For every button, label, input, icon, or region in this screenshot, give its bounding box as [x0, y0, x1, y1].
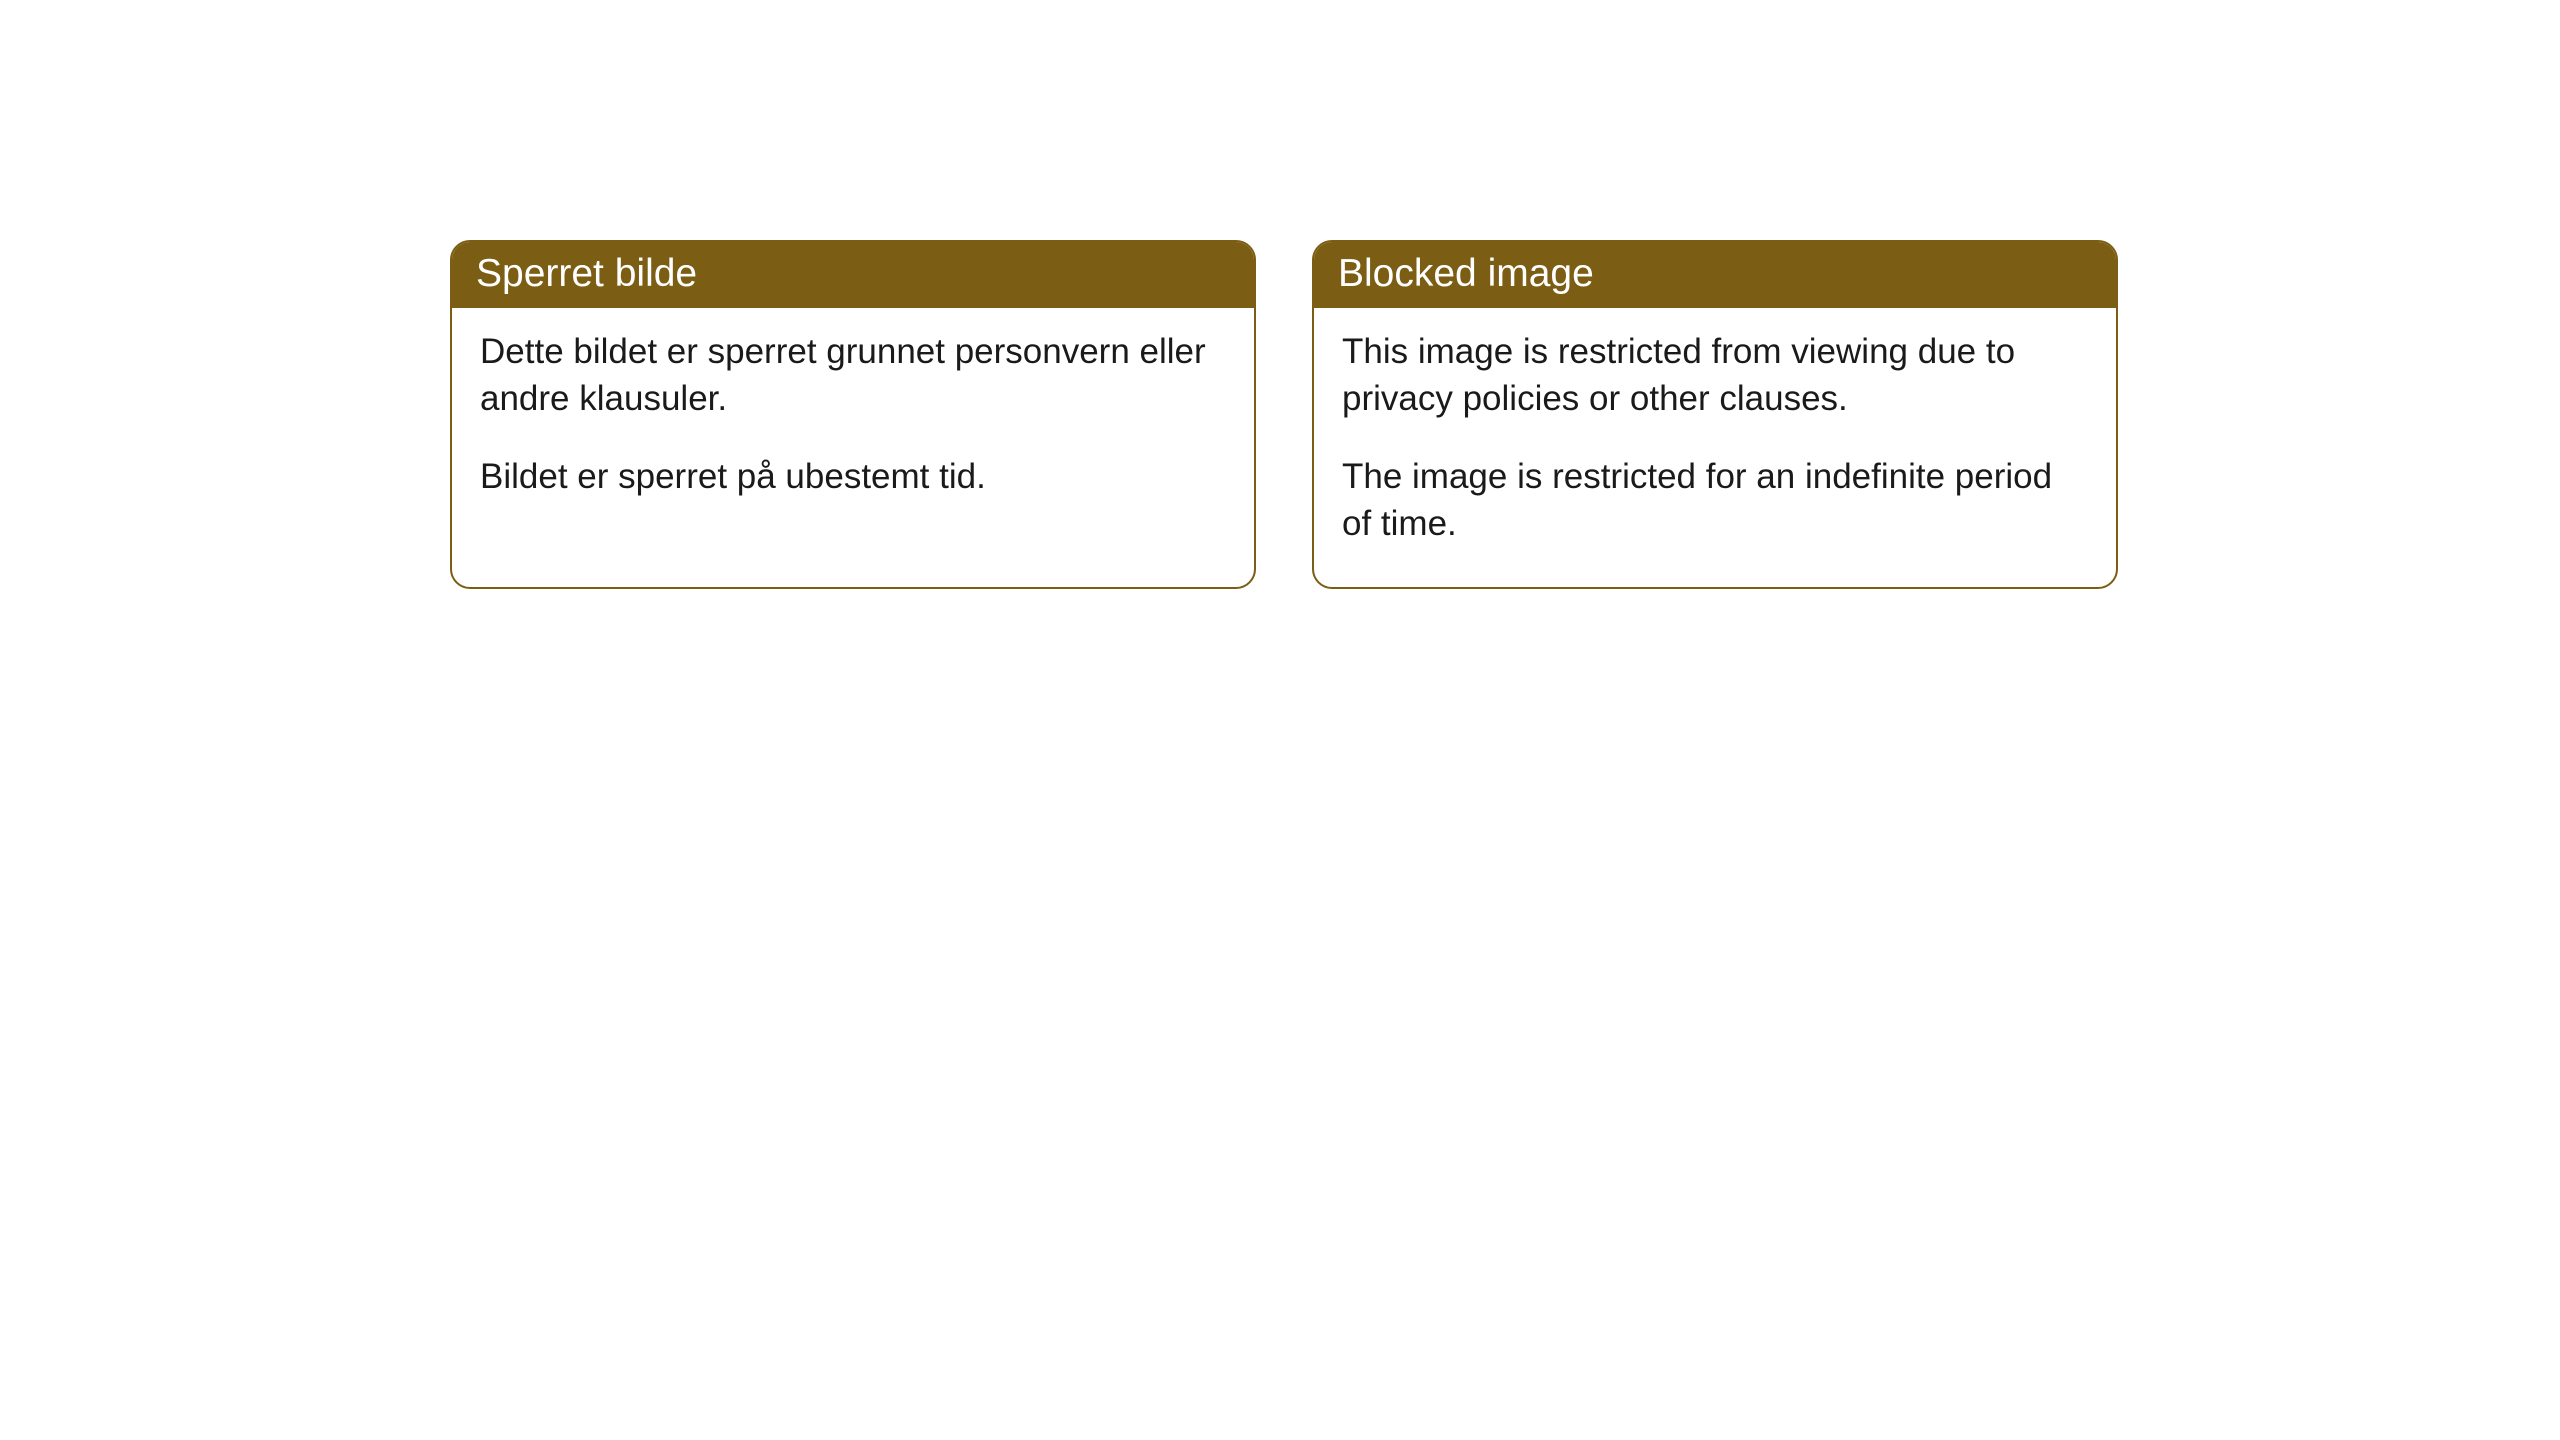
- card-header-english: Blocked image: [1314, 242, 2116, 308]
- card-text-norwegian-2: Bildet er sperret på ubestemt tid.: [480, 453, 1226, 500]
- card-text-english-2: The image is restricted for an indefinit…: [1342, 453, 2088, 548]
- card-text-norwegian-1: Dette bildet er sperret grunnet personve…: [480, 328, 1226, 423]
- card-body-english: This image is restricted from viewing du…: [1314, 308, 2116, 587]
- blocked-image-card-norwegian: Sperret bilde Dette bildet er sperret gr…: [450, 240, 1256, 589]
- notice-cards-container: Sperret bilde Dette bildet er sperret gr…: [450, 240, 2118, 589]
- card-body-norwegian: Dette bildet er sperret grunnet personve…: [452, 308, 1254, 540]
- card-header-norwegian: Sperret bilde: [452, 242, 1254, 308]
- blocked-image-card-english: Blocked image This image is restricted f…: [1312, 240, 2118, 589]
- card-text-english-1: This image is restricted from viewing du…: [1342, 328, 2088, 423]
